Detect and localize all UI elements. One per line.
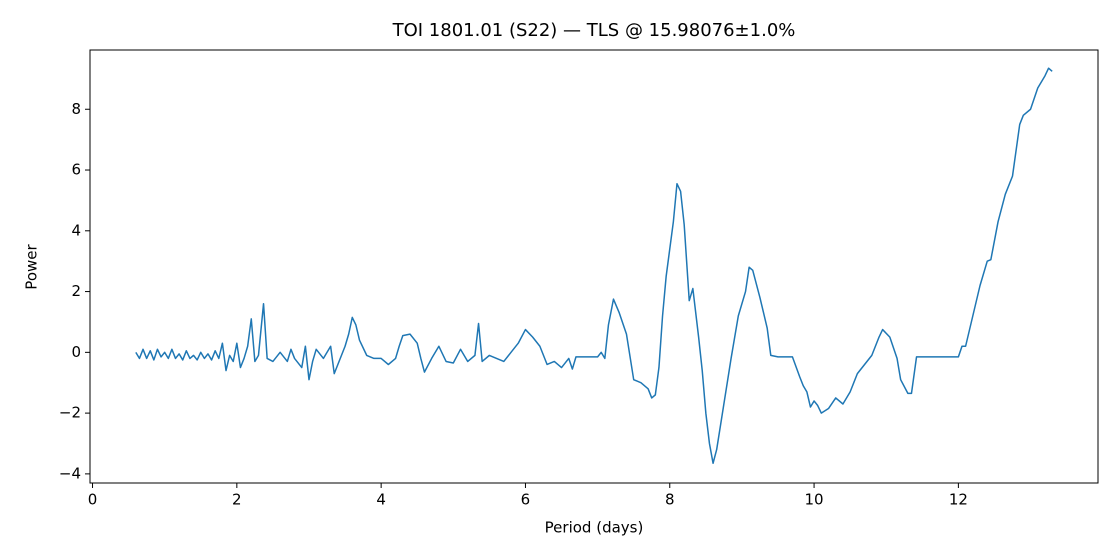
data-line xyxy=(135,67,1053,464)
x-tick-label: 12 xyxy=(949,491,968,509)
x-tick-label: 8 xyxy=(665,491,675,509)
y-tick-label: 0 xyxy=(71,343,81,361)
y-axis-label: Power xyxy=(23,243,41,289)
x-tick-label: 0 xyxy=(88,491,98,509)
y-tick-label: 8 xyxy=(71,100,81,118)
x-tick-label: 10 xyxy=(805,491,824,509)
y-tick-label: −2 xyxy=(59,404,81,422)
y-tick-label: 6 xyxy=(71,161,81,179)
x-tick-label: 4 xyxy=(376,491,386,509)
chart-title: TOI 1801.01 (S22) — TLS @ 15.98076±1.0% xyxy=(392,20,796,41)
y-tick-label: 2 xyxy=(71,282,81,300)
x-tick-label: 6 xyxy=(521,491,531,509)
y-tick-label: 4 xyxy=(71,221,81,239)
y-tick-label: −4 xyxy=(59,464,81,482)
x-tick-label: 2 xyxy=(232,491,242,509)
x-axis-label: Period (days) xyxy=(545,519,644,537)
plot-frame xyxy=(89,49,1099,484)
